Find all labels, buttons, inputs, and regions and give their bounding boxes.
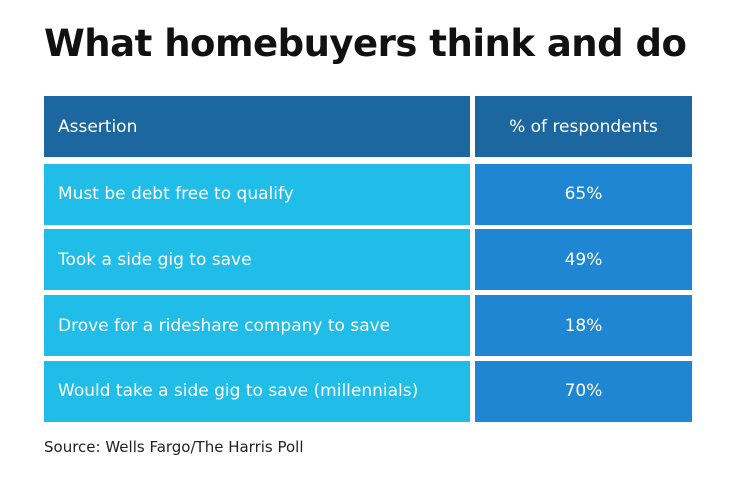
header-cell: % of respondents [475,96,692,157]
value-cell: 18% [475,295,692,357]
assertion-cell: Drove for a rideshare company to save [44,295,470,357]
header-cell: Assertion [44,96,470,157]
assertion-cell: Must be debt free to qualify [44,163,470,225]
value-cell: 49% [475,229,692,291]
assertion-cell: Took a side gig to save [44,229,470,291]
assertion-cell: Would take a side gig to save (millennia… [44,360,470,422]
value-cell: 70% [475,360,692,422]
source: Source: Wells Fargo/The Harris Poll [44,438,304,456]
value-cell: 65% [475,163,692,225]
title: What homebuyers think and do [44,22,687,65]
